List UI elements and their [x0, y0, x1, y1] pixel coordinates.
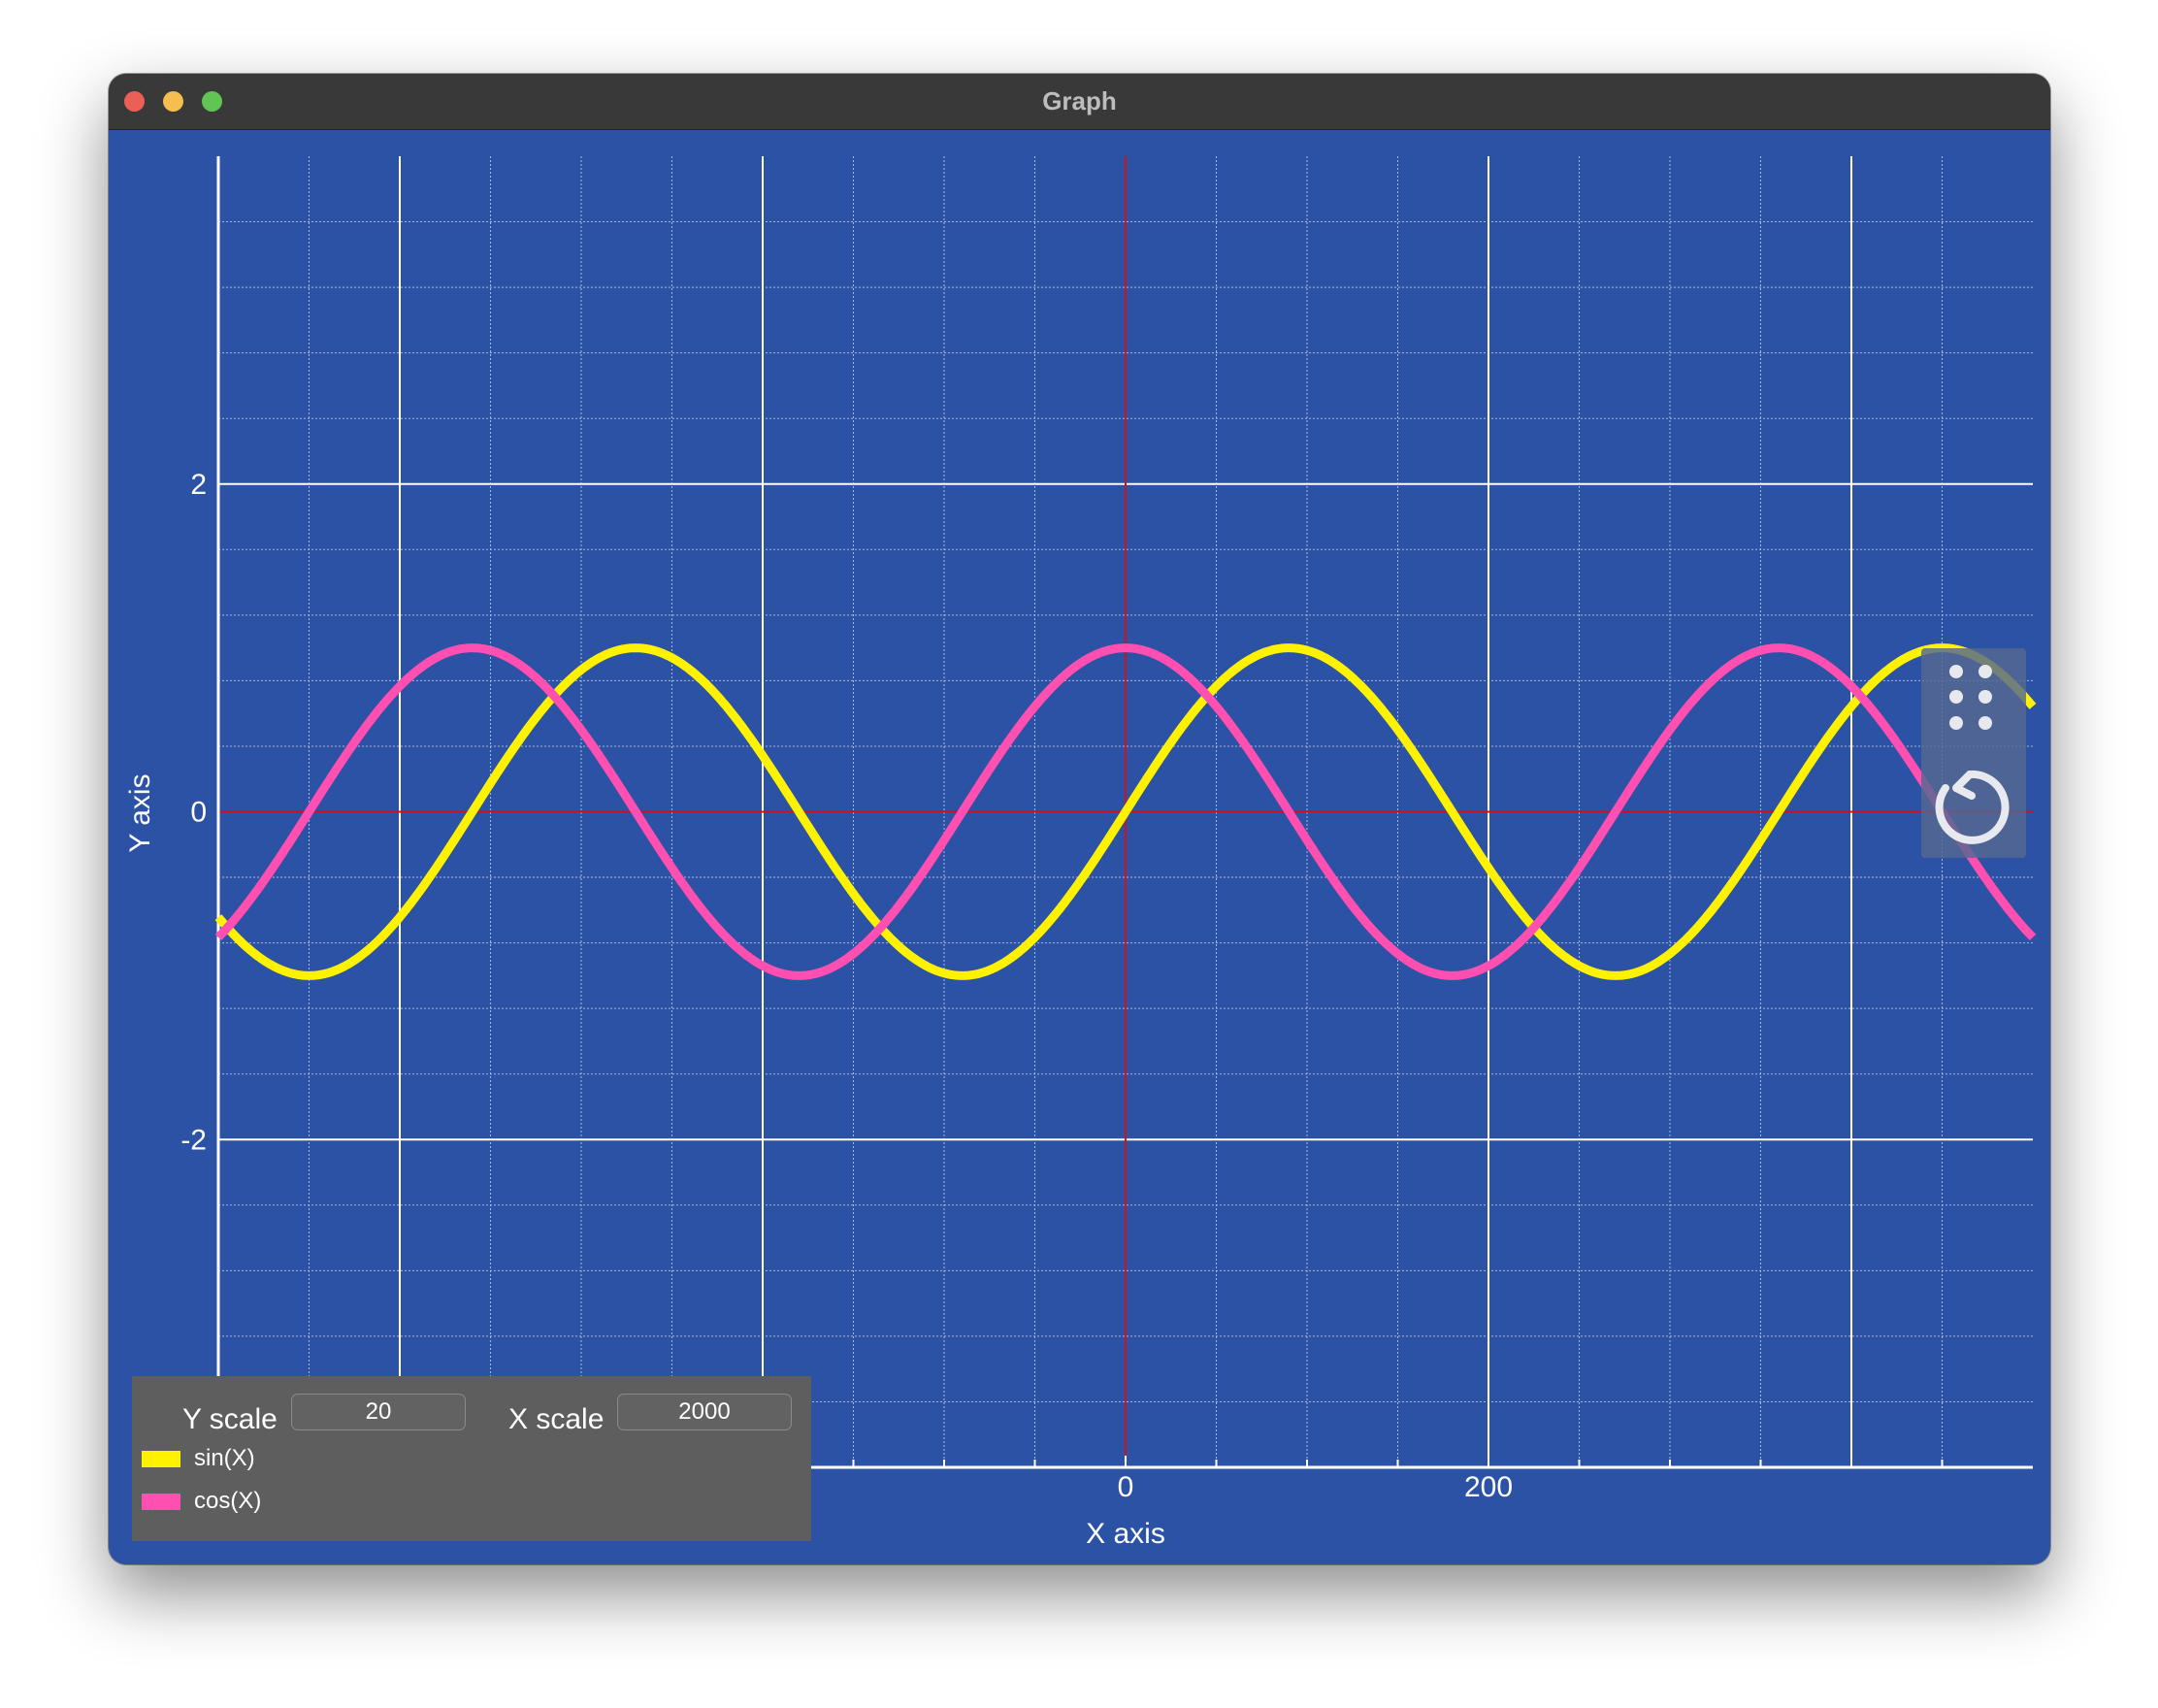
reset-rotate-icon — [1935, 770, 2010, 844]
y-axis-label: Y axis — [124, 773, 156, 852]
y-tick-label: 0 — [190, 797, 207, 829]
title-bar[interactable]: Graph — [109, 74, 2050, 130]
x-tick-label: 200 — [1464, 1471, 1513, 1503]
legend-swatch-sin — [142, 1451, 180, 1467]
x-tick-label: 0 — [1118, 1471, 1134, 1503]
maximize-button[interactable] — [202, 91, 222, 112]
y-scale-input[interactable] — [291, 1394, 466, 1430]
y-tick-label: -2 — [180, 1124, 207, 1156]
reset-view-button[interactable] — [1921, 753, 2026, 858]
x-scale-input[interactable] — [617, 1394, 792, 1430]
plot-area[interactable]: 0 200 -2 0 2 X axis Y axis — [109, 74, 2050, 1564]
controls-panel: Y scale X scale sin(X) cos(X) — [132, 1376, 811, 1541]
legend-label-cos: cos(X) — [194, 1488, 262, 1514]
y-tick-label: 2 — [190, 469, 207, 501]
grip-dots-icon — [1949, 665, 1992, 730]
legend-label-sin: sin(X) — [194, 1445, 255, 1471]
series-group — [214, 643, 2037, 980]
minimize-button[interactable] — [163, 91, 183, 112]
x-axis-label: X axis — [1086, 1518, 1165, 1550]
legend-swatch-cos — [142, 1494, 180, 1510]
series-line-sin — [214, 643, 2037, 980]
graph-window: Graph 0 200 -2 0 2 X axis Y axis — [109, 74, 2050, 1564]
grip-button[interactable] — [1921, 648, 2026, 753]
y-scale-label: Y scale — [182, 1403, 278, 1435]
close-button[interactable] — [124, 91, 145, 112]
minor-grid — [218, 156, 2033, 1467]
window-title: Graph — [1042, 86, 1117, 115]
series-line-cos — [214, 643, 2037, 980]
x-scale-label: X scale — [508, 1403, 605, 1435]
plot-toolbar — [1921, 648, 2026, 858]
tick-labels: 0 200 -2 0 2 — [180, 469, 1513, 1503]
